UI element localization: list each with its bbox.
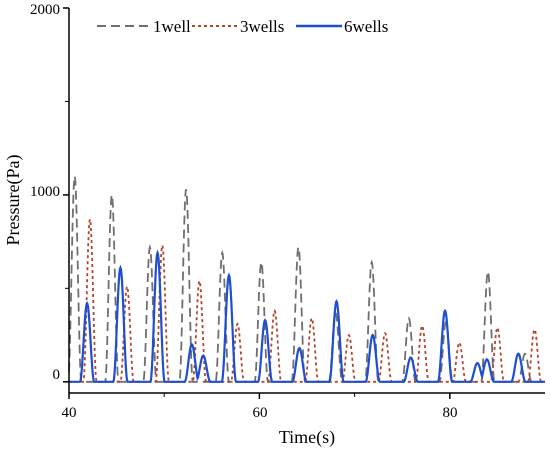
ticks	[63, 7, 451, 399]
y-axis-title: Pressure(Pa)	[3, 155, 24, 246]
tick-labels: 40 60 80 0 1000 2000	[30, 2, 458, 421]
x-tick-label-60: 60	[253, 405, 268, 421]
series-line-1well	[68, 176, 545, 383]
series-lines	[68, 176, 545, 383]
legend-label-6wells: 6wells	[344, 17, 388, 36]
y-tick-label-1000: 1000	[30, 184, 60, 200]
legend-label-1well: 1well	[153, 17, 191, 36]
x-tick-label-80: 80	[443, 405, 458, 421]
axes	[68, 8, 545, 394]
x-tick-label-40: 40	[62, 405, 77, 421]
x-axis-title: Time(s)	[279, 427, 335, 448]
legend-item-1well: 1well	[97, 17, 191, 36]
legend: 1well 3wells 6wells	[97, 17, 388, 36]
y-tick-label-2000: 2000	[30, 2, 60, 18]
legend-label-3wells: 3wells	[240, 17, 284, 36]
legend-item-3wells: 3wells	[192, 17, 284, 36]
legend-item-6wells: 6wells	[296, 17, 388, 36]
y-tick-label-0: 0	[53, 367, 61, 383]
series-line-6wells	[69, 249, 545, 383]
series-line-3wells	[69, 218, 545, 383]
